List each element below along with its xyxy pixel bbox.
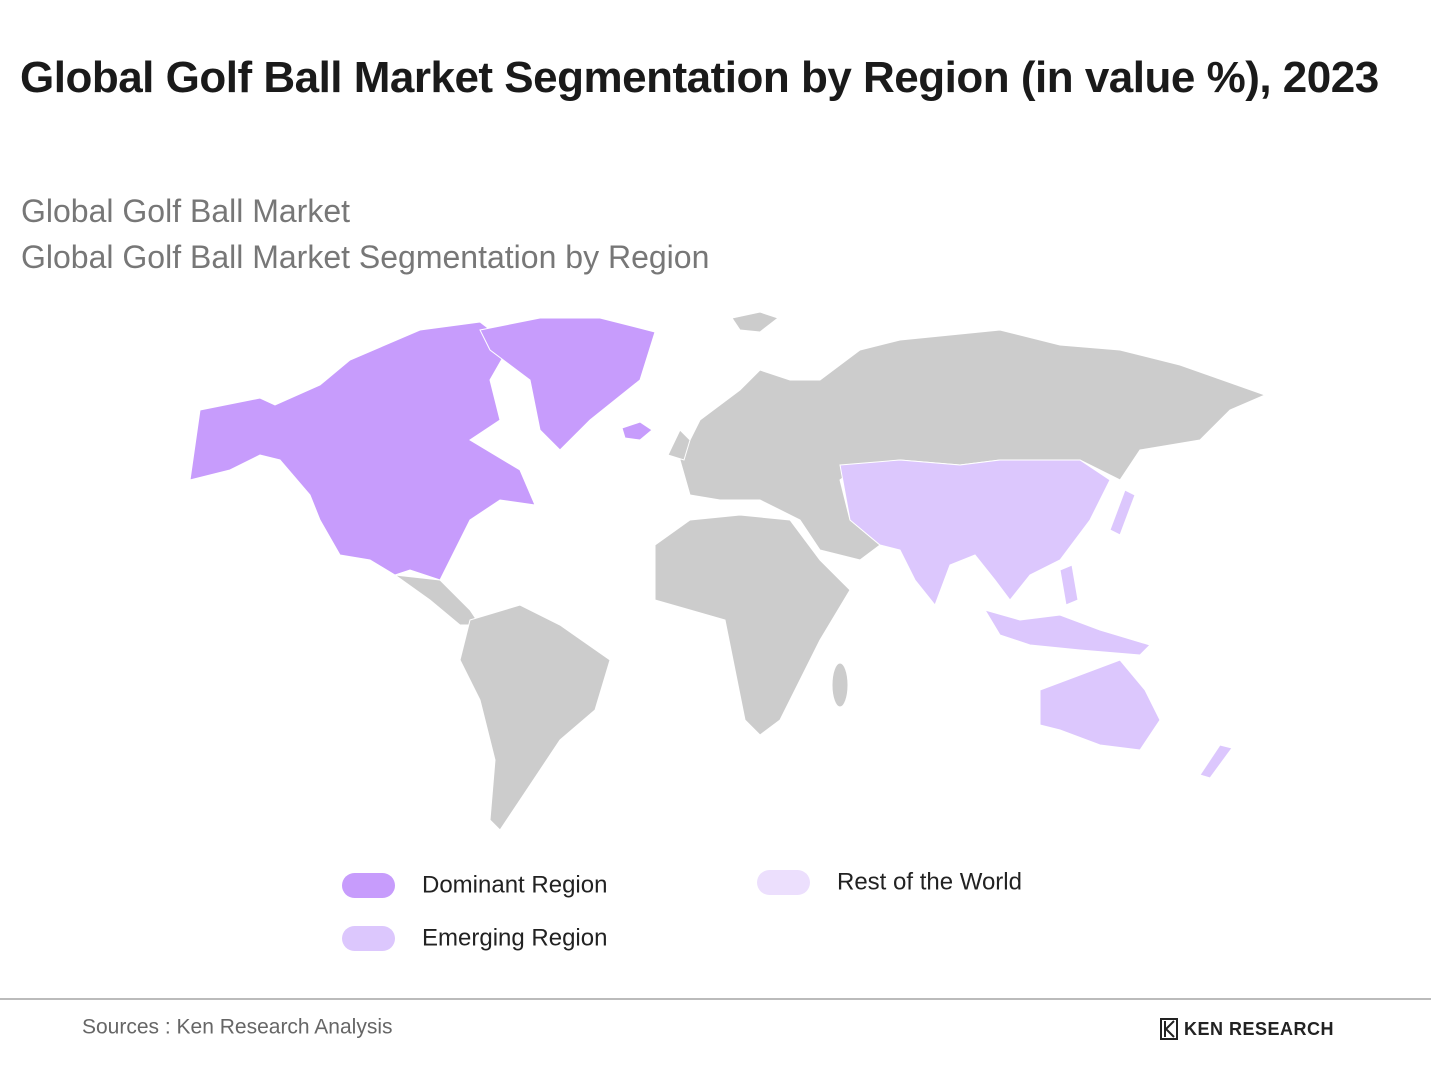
eurasia (679, 329, 1267, 561)
subtitles: Global Golf Ball Market Global Golf Ball… (21, 188, 709, 280)
asia (839, 459, 1111, 606)
legend-swatch (757, 870, 810, 895)
title: Global Golf Ball Market Segmentation by … (20, 53, 1379, 102)
legend-swatch (342, 873, 395, 898)
africa (654, 514, 851, 736)
new-zealand (1199, 744, 1233, 779)
north-america (189, 321, 536, 581)
source: Sources : Ken Research Analysis (82, 1016, 393, 1039)
australia (1039, 659, 1161, 751)
uk (667, 429, 691, 461)
greenland (479, 317, 656, 451)
other-countries (393, 311, 1267, 831)
philippines (1059, 564, 1079, 606)
south-america (459, 604, 611, 831)
subtitle: Global Golf Ball Market Segmentation by … (21, 239, 710, 275)
central-america (393, 574, 481, 626)
dominant-region (189, 317, 656, 581)
madagascar (831, 662, 849, 708)
logo-icon (1164, 1020, 1175, 1038)
svalbard (731, 311, 780, 333)
southeast-asia (983, 609, 1151, 656)
emerging-region (839, 459, 1233, 779)
legend-label: Dominant Region (422, 871, 607, 898)
legend-swatch (342, 926, 395, 951)
legend-label: Emerging Region (422, 924, 607, 951)
subtitle: Global Golf Ball Market (21, 193, 351, 229)
legend-label: Rest of the World (837, 868, 1022, 895)
logo-icon (1160, 1018, 1178, 1040)
japan (1109, 489, 1136, 536)
iceland (621, 421, 653, 441)
logo: KEN RESEARCH (1160, 1018, 1334, 1040)
logo-text: KEN RESEARCH (1184, 1019, 1334, 1039)
